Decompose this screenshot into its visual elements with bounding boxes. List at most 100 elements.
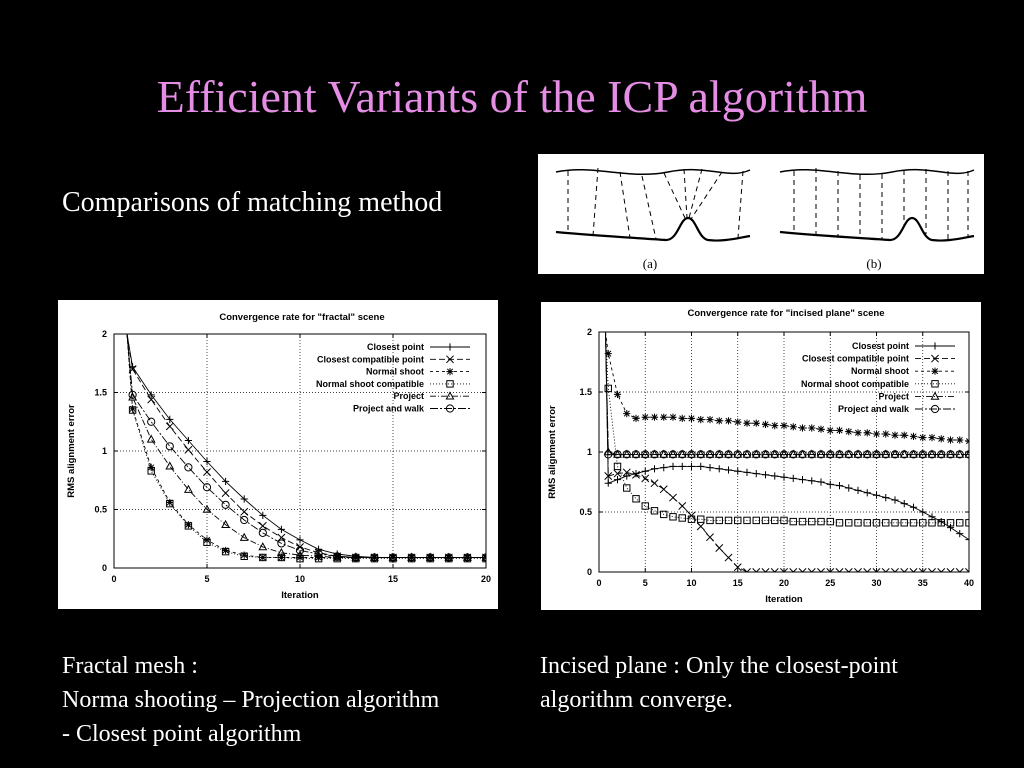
data-point-project: [742, 449, 752, 458]
data-point-normal-shoot-compatible: [909, 519, 918, 527]
data-point-project: [425, 552, 435, 561]
data-point-normal-shoot-compatible: [687, 515, 696, 523]
data-point-project: [696, 449, 706, 458]
data-point-closest-compatible-point: [258, 521, 267, 530]
data-point-normal-shoot: [277, 553, 285, 562]
x-tick-label: 10: [686, 578, 696, 588]
data-point-closest-compatible-point: [826, 568, 835, 572]
data-point-closest-compatible-point: [165, 422, 174, 431]
y-tick-label: 1: [587, 447, 592, 457]
series-line-normal-shoot-compatible: [605, 332, 969, 524]
data-point-project: [668, 449, 678, 458]
legend-label-project-and-walk: Project and walk: [353, 404, 425, 414]
data-point-closest-point: [697, 462, 705, 470]
data-point-closest-point: [669, 462, 677, 470]
data-point-normal-shoot: [789, 423, 797, 431]
y-tick-label: 0: [587, 567, 592, 577]
data-point-normal-shoot-compatible: [771, 516, 779, 525]
data-point-normal-shoot: [771, 422, 779, 430]
series-line-normal-shoot: [605, 332, 969, 442]
data-point-normal-shoot: [937, 435, 945, 443]
data-point-project: [751, 449, 761, 458]
data-point-project-and-walk: [733, 450, 742, 459]
series-normal-shoot: [126, 334, 486, 562]
data-point-project: [964, 449, 969, 458]
data-point-closest-point: [706, 464, 714, 472]
data-point-project-and-walk: [964, 450, 969, 459]
data-point-project: [853, 449, 863, 458]
legend-label-closest-compatible-point: Closest compatible point: [802, 354, 909, 364]
data-point-normal-shoot: [900, 431, 908, 439]
data-point-project-and-walk: [147, 417, 156, 426]
data-point-project-and-walk: [955, 450, 964, 459]
data-point-normal-shoot-compatible: [184, 522, 193, 530]
data-point-closest-compatible-point: [203, 468, 211, 477]
x-tick-label: 20: [779, 578, 789, 588]
data-point-project: [844, 449, 854, 458]
series-project-and-walk: [604, 332, 969, 459]
data-point-project-and-walk: [724, 450, 733, 459]
chart-title: Convergence rate for "fractal" scene: [219, 312, 384, 323]
series-project: [603, 332, 969, 458]
data-point-project-and-walk: [770, 450, 779, 459]
data-point-closest-point: [660, 464, 668, 472]
legend-marker-normal-shoot: [931, 367, 939, 375]
data-point-closest-point: [826, 480, 834, 488]
data-point-project: [946, 449, 955, 458]
data-point-normal-shoot: [882, 430, 890, 438]
diagram-label-a: (a): [643, 256, 657, 271]
data-point-normal-shoot-compatible: [259, 553, 267, 562]
data-point-project-and-walk: [641, 450, 650, 459]
data-point-closest-compatible-point: [696, 522, 705, 531]
data-point-normal-shoot: [946, 436, 955, 444]
data-point-closest-compatible-point: [221, 489, 230, 498]
data-point-normal-shoot-compatible: [632, 495, 640, 503]
data-point-project-and-walk: [789, 450, 798, 459]
legend-marker-project: [445, 391, 455, 400]
data-point-project-and-walk: [333, 552, 342, 561]
data-point-closest-compatible-point: [891, 568, 899, 572]
data-point-project-and-walk: [631, 450, 641, 459]
data-point-project-and-walk: [872, 450, 881, 459]
data-point-normal-shoot-compatible: [715, 516, 723, 525]
data-point-closest-point: [687, 462, 696, 470]
data-point-normal-shoot-compatible: [697, 515, 705, 523]
series-closest-compatible-point: [126, 334, 486, 562]
data-point-project-and-walk: [816, 450, 826, 459]
grid: [599, 332, 969, 572]
data-point-closest-point: [817, 478, 825, 486]
data-point-closest-compatible-point: [678, 502, 687, 510]
data-point-closest-point: [203, 457, 211, 466]
diagram-a-correspondence-lines: [567, 167, 744, 240]
grid: [114, 334, 486, 568]
data-point-normal-shoot-compatible: [678, 514, 686, 522]
data-point-normal-shoot: [872, 430, 881, 438]
data-point-normal-shoot: [613, 390, 622, 398]
data-point-project: [936, 449, 946, 458]
legend-marker-project-and-walk: [445, 404, 455, 413]
series-normal-shoot-compatible: [604, 332, 969, 527]
data-point-project-and-walk: [835, 450, 844, 459]
x-tick-label: 25: [825, 578, 835, 588]
data-point-closest-point: [946, 524, 955, 532]
y-tick-label: 1.5: [579, 387, 592, 397]
data-point-normal-shoot-compatible: [845, 519, 853, 527]
data-point-closest-compatible-point: [844, 568, 853, 572]
data-point-closest-point: [780, 473, 788, 481]
data-point-project: [807, 449, 817, 458]
data-point-project: [779, 449, 789, 458]
data-point-normal-shoot: [752, 419, 760, 427]
data-point-project: [724, 449, 733, 458]
data-point-normal-shoot: [734, 418, 742, 426]
data-point-closest-point: [956, 530, 964, 538]
data-point-normal-shoot-compatible: [946, 519, 955, 527]
series-project-and-walk: [126, 334, 486, 562]
data-point-normal-shoot: [604, 350, 612, 358]
legend-marker-closest-point: [446, 343, 454, 351]
data-point-project: [927, 449, 937, 458]
x-tick-label: 15: [388, 574, 398, 584]
data-point-closest-point: [808, 477, 816, 485]
data-point-project: [183, 484, 193, 493]
data-point-normal-shoot-compatible: [641, 502, 649, 510]
legend-label-project: Project: [393, 391, 424, 401]
